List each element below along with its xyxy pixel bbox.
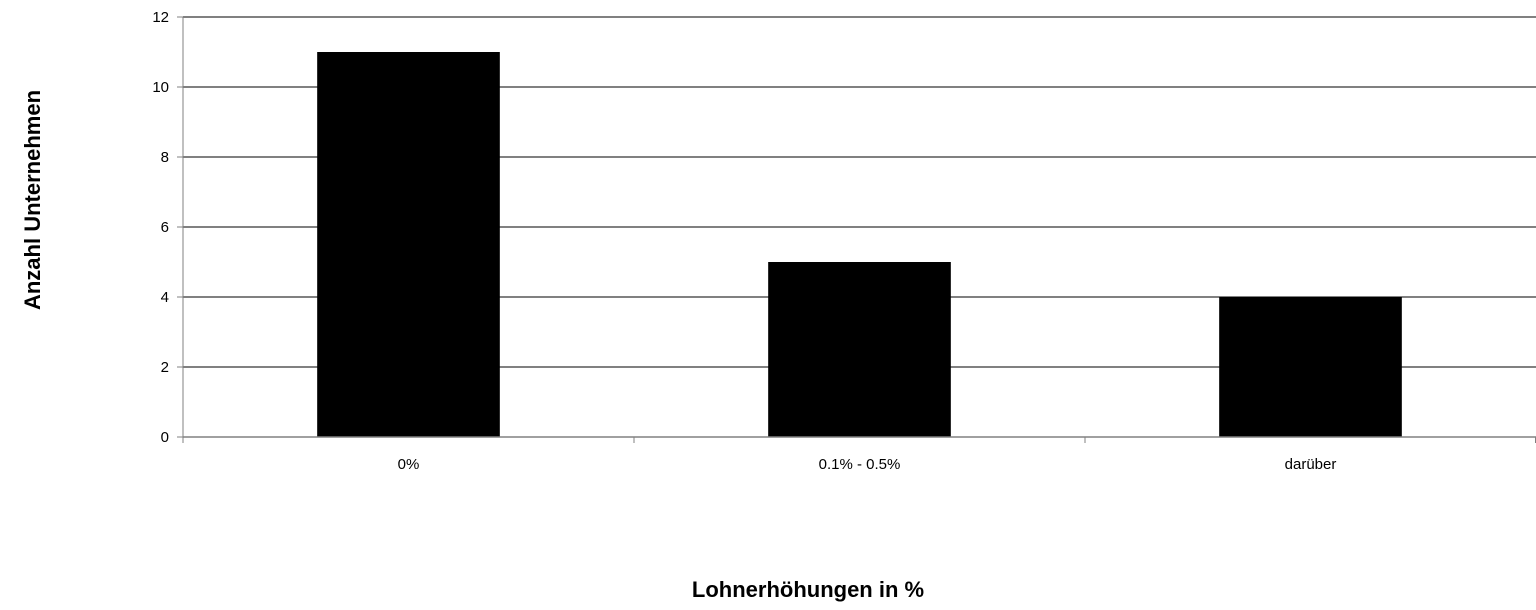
y-tick-label: 4 xyxy=(161,289,169,306)
x-tick-label: 0.1% - 0.5% xyxy=(819,456,901,473)
y-tick-label: 12 xyxy=(152,9,169,26)
bar xyxy=(768,262,951,437)
x-tick-label: darüber xyxy=(1285,456,1337,473)
y-tick-label: 2 xyxy=(161,359,169,376)
y-tick-label: 10 xyxy=(152,79,169,96)
y-tick-label: 6 xyxy=(161,219,169,236)
y-tick-label: 8 xyxy=(161,149,169,166)
bar xyxy=(317,52,500,437)
bars xyxy=(317,52,1402,437)
y-axis-title: Anzahl Unternehmen xyxy=(20,90,45,310)
tick-labels: 0 2 4 6 8 10 12 0% 0.1% - 0.5% darüber xyxy=(152,9,1336,473)
axes xyxy=(177,16,1536,443)
bar xyxy=(1219,297,1402,437)
x-tick-label: 0% xyxy=(398,456,420,473)
y-tick-label: 0 xyxy=(161,429,169,446)
x-axis-title: Lohnerhöhungen in % xyxy=(692,577,924,602)
